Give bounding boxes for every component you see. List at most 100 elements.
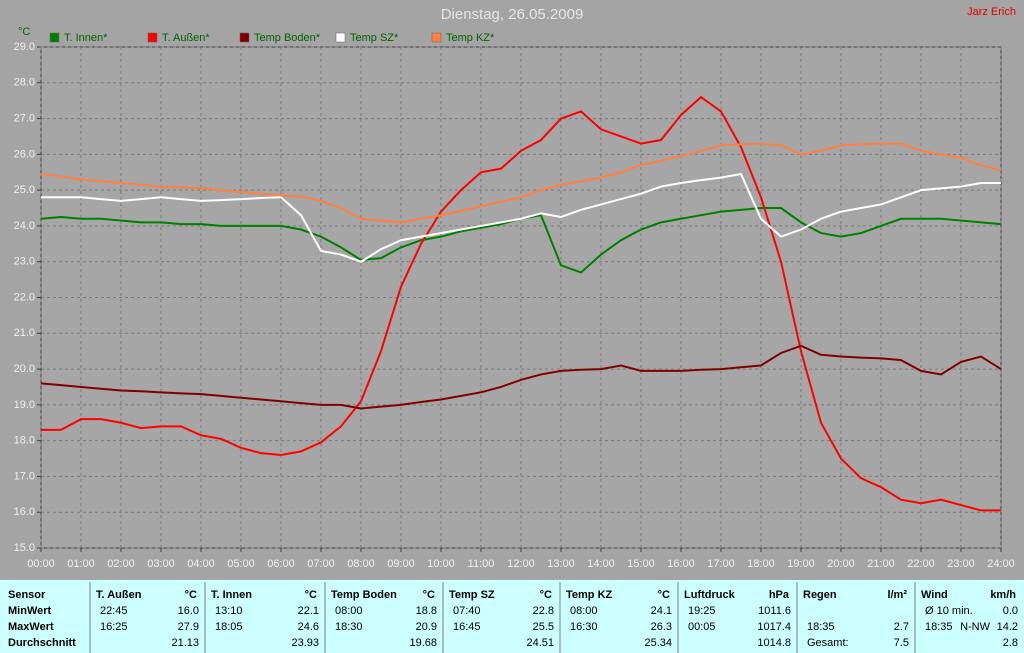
table-cell: 24.6 — [298, 621, 319, 633]
table-cell: 19:25 — [688, 605, 716, 617]
column-unit: °C — [185, 589, 197, 601]
table-cell: 18:35 — [925, 621, 953, 633]
table-cell: 16:45 — [453, 621, 481, 633]
legend-swatch — [431, 32, 442, 43]
y-tick-label: 28.0 — [14, 77, 35, 89]
legend-label: T. Innen* — [64, 32, 108, 44]
column-unit: °C — [658, 589, 670, 601]
y-tick-label: 19.0 — [14, 399, 35, 411]
author: Jarz Erich — [967, 6, 1016, 18]
table-header: Sensor — [8, 589, 46, 601]
column-unit: °C — [540, 589, 552, 601]
x-tick-label: 17:00 — [707, 558, 735, 570]
column-header: Luftdruck — [684, 589, 736, 601]
column-unit: km/h — [990, 589, 1016, 601]
column-unit: °C — [423, 589, 435, 601]
table-cell: 22.1 — [298, 605, 319, 617]
table-cell: 1014.8 — [757, 637, 791, 649]
legend-swatch — [147, 32, 158, 43]
legend-label: Temp Boden* — [254, 32, 321, 44]
table-cell: 22.8 — [533, 605, 554, 617]
table-cell: 16.0 — [178, 605, 199, 617]
table-cell: 1011.6 — [758, 605, 791, 617]
x-tick-label: 05:00 — [227, 558, 255, 570]
table-cell: 21.13 — [171, 637, 199, 649]
x-tick-label: 22:00 — [907, 558, 935, 570]
y-unit: °C — [18, 26, 30, 38]
row-label: Durchschnitt — [8, 637, 76, 649]
x-tick-label: 01:00 — [67, 558, 95, 570]
y-tick-label: 29.0 — [14, 41, 35, 53]
x-tick-label: 13:00 — [547, 558, 575, 570]
table-cell: 20.9 — [416, 621, 437, 633]
table-cell: 18.8 — [416, 605, 437, 617]
x-tick-label: 21:00 — [867, 558, 895, 570]
table-cell: 0.0 — [1003, 605, 1018, 617]
y-tick-label: 22.0 — [14, 291, 35, 303]
table-cell: 25.34 — [644, 637, 672, 649]
y-tick-label: 26.0 — [14, 148, 35, 160]
column-header: Temp Boden — [331, 589, 397, 601]
x-tick-label: 18:00 — [747, 558, 775, 570]
table-cell: 23.93 — [291, 637, 319, 649]
table-cell: 13:10 — [215, 605, 243, 617]
table-cell: 27.9 — [178, 621, 199, 633]
y-tick-label: 16.0 — [14, 506, 35, 518]
table-cell: 25.5 — [533, 621, 554, 633]
table-cell: 18:30 — [335, 621, 363, 633]
table-cell: 1017.4 — [757, 621, 791, 633]
column-header: Regen — [803, 589, 837, 601]
x-tick-label: 10:00 — [427, 558, 455, 570]
y-tick-label: 21.0 — [14, 327, 35, 339]
y-tick-label: 24.0 — [14, 220, 35, 232]
legend-swatch — [335, 32, 346, 43]
x-tick-label: 24:00 — [987, 558, 1015, 570]
table-cell: 18:35 — [807, 621, 835, 633]
table-cell: 08:00 — [570, 605, 598, 617]
series-line — [41, 95, 1001, 512]
x-tick-label: 11:00 — [468, 558, 495, 570]
column-header: T. Außen — [96, 589, 142, 601]
chart-title: Dienstag, 26.05.2009 — [441, 6, 584, 23]
column-header: T. Innen — [211, 589, 252, 601]
table-cell: N-NW — [960, 621, 991, 633]
column-header: Temp SZ — [449, 589, 495, 601]
table-background — [0, 580, 1024, 653]
legend-swatch — [239, 32, 250, 43]
x-tick-label: 15:00 — [627, 558, 655, 570]
legend-label: T. Außen* — [162, 32, 210, 44]
x-tick-label: 00:00 — [27, 558, 55, 570]
column-unit: °C — [305, 589, 317, 601]
table-cell: 24.1 — [651, 605, 672, 617]
column-unit: l/m² — [887, 589, 907, 601]
column-header: Wind — [921, 589, 948, 601]
table-cell: 16:30 — [570, 621, 598, 633]
y-tick-label: 15.0 — [14, 542, 35, 554]
x-tick-label: 04:00 — [187, 558, 215, 570]
table-cell: 24.51 — [526, 637, 554, 649]
y-tick-label: 20.0 — [14, 363, 35, 375]
table-cell: 7.5 — [894, 637, 909, 649]
series-line — [41, 172, 1001, 263]
table-cell: 18:05 — [215, 621, 243, 633]
table-cell: 19.68 — [409, 637, 437, 649]
series-line — [40, 344, 1002, 410]
x-tick-label: 19:00 — [787, 558, 815, 570]
row-label: MaxWert — [8, 621, 54, 633]
table-cell: 08:00 — [335, 605, 363, 617]
table-cell: 2.7 — [894, 621, 909, 633]
x-tick-label: 16:00 — [667, 558, 695, 570]
table-cell: 07:40 — [453, 605, 481, 617]
table-cell: 22:45 — [100, 605, 128, 617]
table-cell: 14.2 — [997, 621, 1018, 633]
x-tick-label: 07:00 — [307, 558, 335, 570]
x-tick-label: 06:00 — [267, 558, 295, 570]
y-tick-label: 25.0 — [14, 184, 35, 196]
y-tick-label: 27.0 — [14, 112, 35, 124]
legend-label: Temp SZ* — [350, 32, 399, 44]
x-tick-label: 12:00 — [507, 558, 535, 570]
x-tick-label: 08:00 — [347, 558, 375, 570]
x-tick-label: 14:00 — [587, 558, 615, 570]
table-cell: Gesamt: — [807, 637, 849, 649]
